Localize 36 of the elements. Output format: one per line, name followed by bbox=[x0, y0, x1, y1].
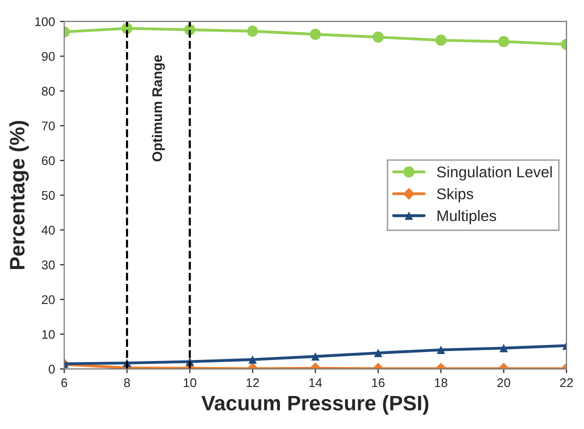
legend-label: Skips bbox=[437, 188, 474, 202]
x-tick-label: 18 bbox=[434, 378, 448, 388]
point bbox=[247, 26, 258, 37]
point bbox=[436, 346, 446, 354]
point bbox=[248, 355, 257, 364]
y-tick-label: 60 bbox=[42, 156, 55, 166]
x-axis-title: Vacuum Pressure (PSI) bbox=[201, 395, 428, 415]
y-tick-label: 50 bbox=[42, 190, 55, 200]
y-tick-label: 100 bbox=[35, 17, 55, 26]
x-tick-label: 14 bbox=[309, 378, 322, 388]
x-tick-label: 10 bbox=[184, 378, 196, 388]
point bbox=[500, 344, 508, 352]
point bbox=[372, 32, 384, 43]
annotation: Optimum Range bbox=[152, 55, 165, 162]
point bbox=[498, 36, 510, 48]
x-tick-label: 12 bbox=[246, 378, 259, 388]
y-tick-label: 30 bbox=[42, 260, 55, 270]
y-tick-label: 90 bbox=[42, 52, 55, 61]
y-tick-label: 20 bbox=[42, 295, 55, 304]
y-tick-label: 70 bbox=[42, 122, 55, 130]
point bbox=[310, 28, 321, 40]
x-tick-label: 16 bbox=[372, 378, 385, 388]
y-tick-label: 10 bbox=[42, 330, 55, 339]
point bbox=[435, 34, 446, 46]
legend-label: Singulation Level bbox=[437, 166, 552, 180]
point bbox=[311, 352, 320, 361]
legend-label: Multiples bbox=[438, 210, 496, 224]
x-tick-label: 20 bbox=[497, 378, 510, 388]
y-axis-title: Percentage (%) bbox=[9, 120, 29, 270]
point bbox=[374, 348, 382, 358]
y-tick-label: 40 bbox=[42, 226, 55, 235]
x-tick-label: 22 bbox=[560, 378, 573, 388]
x-tick-label: 6 bbox=[61, 378, 68, 388]
y-tick-label: 80 bbox=[42, 86, 55, 96]
y-tick-label: 0 bbox=[48, 364, 55, 374]
x-tick-label: 8 bbox=[124, 378, 130, 388]
